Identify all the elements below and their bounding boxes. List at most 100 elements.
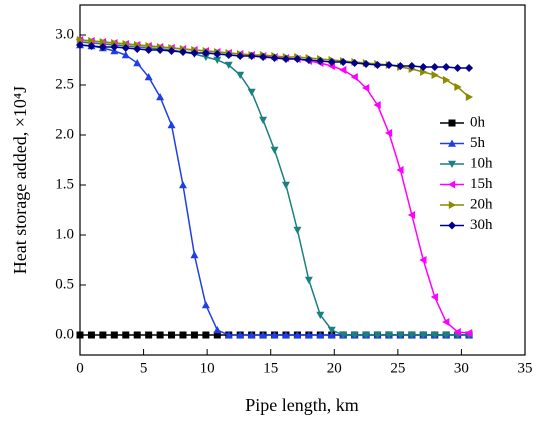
marker: [419, 331, 428, 339]
marker: [133, 45, 142, 53]
marker: [202, 331, 210, 339]
marker: [430, 63, 439, 71]
marker: [168, 331, 176, 339]
marker: [350, 73, 358, 81]
marker: [236, 52, 245, 60]
marker: [293, 55, 302, 63]
marker: [190, 251, 199, 259]
marker: [156, 46, 165, 54]
marker: [76, 41, 84, 49]
marker: [442, 331, 451, 339]
marker: [201, 49, 210, 57]
marker: [247, 331, 256, 339]
marker: [407, 62, 416, 70]
x-tick-label: 5: [140, 360, 148, 376]
marker: [145, 331, 153, 339]
marker: [373, 101, 381, 109]
marker: [224, 61, 233, 69]
marker: [247, 52, 256, 60]
series-line: [79, 44, 470, 336]
marker: [316, 57, 325, 65]
marker: [281, 181, 290, 189]
marker: [362, 60, 371, 68]
marker: [362, 84, 370, 92]
y-tick-label: 0.5: [55, 276, 74, 292]
marker: [396, 62, 405, 70]
marker: [156, 93, 165, 101]
marker: [419, 256, 427, 264]
y-tick-label: 3.0: [55, 26, 74, 42]
marker: [442, 318, 450, 326]
legend-marker: [448, 160, 456, 168]
marker: [396, 331, 405, 339]
marker: [419, 63, 428, 71]
marker: [281, 331, 290, 339]
legend-marker: [448, 221, 456, 230]
marker: [465, 64, 474, 72]
marker: [88, 37, 96, 45]
marker: [98, 43, 107, 51]
series-line: [79, 41, 470, 336]
marker: [384, 331, 393, 339]
marker: [327, 58, 336, 66]
marker: [430, 331, 439, 339]
y-tick-label: 2.5: [55, 76, 74, 92]
x-tick-label: 10: [200, 360, 215, 376]
marker: [76, 36, 84, 44]
marker: [339, 331, 348, 339]
x-tick-label: 20: [327, 360, 342, 376]
marker: [293, 331, 302, 339]
marker: [293, 226, 302, 234]
marker: [99, 331, 107, 339]
marker: [430, 293, 438, 301]
marker: [384, 129, 393, 137]
marker: [350, 59, 359, 67]
marker: [167, 47, 176, 55]
marker: [362, 331, 371, 339]
marker: [76, 331, 84, 339]
legend-label: 20h: [470, 196, 493, 212]
legend-marker: [448, 139, 456, 147]
marker: [431, 71, 439, 79]
marker: [236, 71, 245, 79]
marker: [304, 276, 313, 284]
x-tick-label: 15: [263, 360, 278, 376]
marker: [236, 331, 245, 339]
marker: [121, 51, 130, 59]
x-axis-title: Pipe length, km: [245, 395, 359, 415]
marker: [453, 64, 462, 72]
marker: [465, 93, 474, 101]
marker: [87, 42, 96, 50]
marker: [179, 331, 187, 339]
y-tick-label: 2.0: [55, 126, 74, 142]
marker: [316, 331, 325, 339]
marker: [259, 116, 268, 124]
legend-label: 15h: [470, 176, 493, 192]
marker: [213, 50, 222, 58]
marker: [121, 44, 130, 52]
x-tick-label: 25: [390, 360, 405, 376]
x-tick-label: 0: [76, 360, 84, 376]
marker: [133, 59, 142, 67]
marker: [190, 331, 198, 339]
marker: [339, 58, 348, 66]
marker: [373, 61, 382, 69]
series-line: [79, 39, 470, 334]
marker: [407, 331, 416, 339]
x-tick-label: 30: [454, 360, 469, 376]
marker: [156, 331, 164, 339]
legend-label: 30h: [470, 217, 493, 233]
legend-marker: [448, 201, 456, 209]
marker: [339, 66, 347, 74]
marker: [87, 331, 95, 339]
legend-label: 10h: [470, 155, 493, 171]
marker: [396, 166, 404, 174]
marker: [350, 331, 359, 339]
marker: [167, 121, 176, 129]
marker: [259, 53, 268, 61]
marker: [373, 331, 382, 339]
marker: [247, 88, 256, 96]
y-tick-label: 0.0: [55, 326, 74, 342]
marker: [99, 38, 107, 46]
marker: [270, 331, 279, 339]
